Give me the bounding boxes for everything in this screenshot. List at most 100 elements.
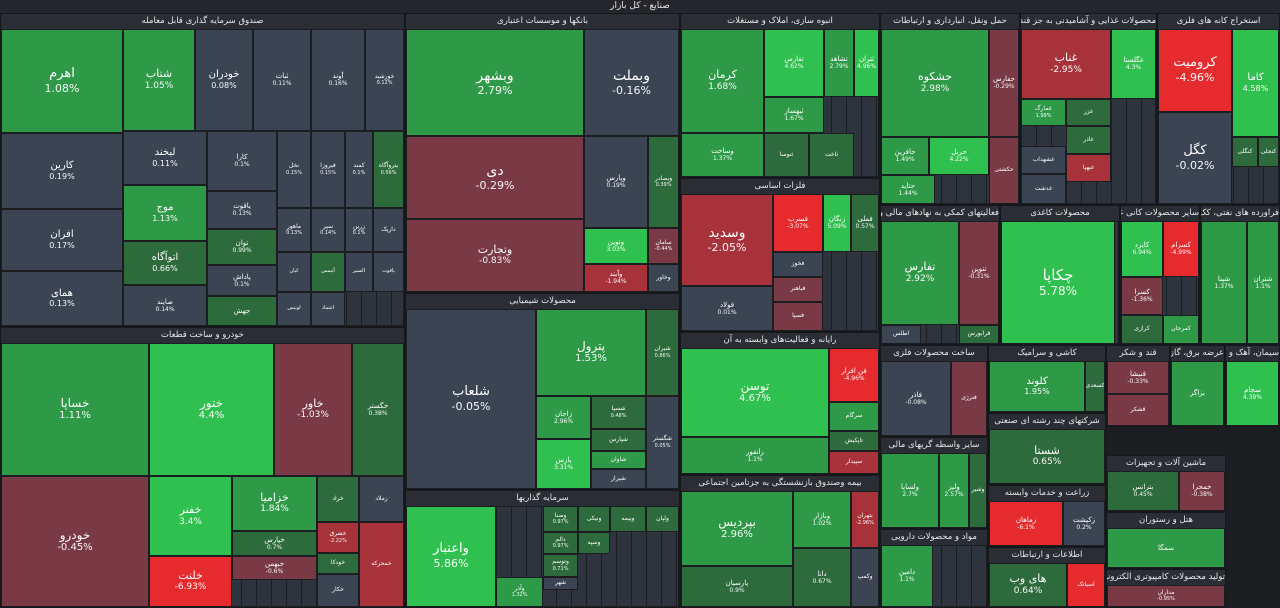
symbol-tile[interactable]: زاجان 2.96% xyxy=(536,396,591,439)
symbol-tile[interactable]: توان 0.99% xyxy=(207,229,277,265)
symbol-tile[interactable]: شستا 0.65% xyxy=(989,429,1105,484)
symbol-tile[interactable]: لبخند 0.11% xyxy=(123,131,207,185)
symbol-tile[interactable]: اعتماد xyxy=(311,292,345,326)
symbol-tile[interactable]: اکسیر xyxy=(345,252,373,292)
sector-title[interactable]: محصولات شیمیایی xyxy=(406,294,679,309)
symbol-tile[interactable]: تفارس 4.62% xyxy=(764,29,824,97)
symbol-tile[interactable]: فرابورس xyxy=(959,325,999,344)
symbol-tile[interactable]: شسپا 0.48% xyxy=(591,396,646,429)
symbol-tile[interactable]: صایند 0.14% xyxy=(123,285,207,326)
symbol-tile[interactable]: سمگا xyxy=(1107,528,1225,568)
symbol-tile[interactable]: ثبات 0.11% xyxy=(253,29,311,131)
symbol-tile[interactable]: کمند 0.1% xyxy=(345,131,373,208)
symbol-tile[interactable]: تاپکیش xyxy=(829,431,879,451)
symbol-tile[interactable]: سرگام xyxy=(829,402,879,431)
symbol-tile[interactable]: وبازار 1.02% xyxy=(793,491,851,548)
symbol-tile[interactable]: زماهان -6.1% xyxy=(989,501,1063,546)
symbol-tile[interactable]: فن افزار -4.96% xyxy=(829,348,879,402)
symbol-tile[interactable]: خگستر 0.38% xyxy=(352,343,404,476)
symbol-tile[interactable]: زرین 0.1% xyxy=(345,208,373,252)
symbol-tile[interactable]: خاور -1.03% xyxy=(274,343,352,476)
symbol-tile[interactable]: قنیشا -0.33% xyxy=(1107,361,1169,394)
symbol-tile[interactable]: کسرام -4.99% xyxy=(1163,221,1199,277)
symbol-tile[interactable]: وخاور xyxy=(648,264,679,292)
symbol-tile[interactable]: ثبهساز 1.67% xyxy=(764,97,824,133)
symbol-tile[interactable]: غاذر xyxy=(1066,126,1111,154)
symbol-tile[interactable]: شاوان xyxy=(591,451,646,469)
sector-title[interactable]: حمل ونقل، انبارداری و ارتباطات xyxy=(881,14,1019,29)
symbol-tile[interactable]: اسیاتک xyxy=(1067,563,1105,607)
symbol-tile[interactable]: شتران 1.1% xyxy=(1247,221,1279,344)
symbol-tile[interactable]: خفنر 3.4% xyxy=(149,476,232,556)
symbol-tile[interactable]: خودرو -0.45% xyxy=(1,476,149,607)
symbol-tile[interactable]: بزاگر xyxy=(1171,361,1224,426)
symbol-tile[interactable]: فخوز xyxy=(773,252,823,277)
symbol-tile[interactable]: کگل -0.02% xyxy=(1158,112,1232,204)
symbol-tile[interactable]: چکاپا 5.78% xyxy=(1001,221,1115,344)
symbol-tile[interactable]: فاذر -0.08% xyxy=(881,361,951,436)
symbol-tile[interactable]: پارسیان 0.9% xyxy=(681,566,793,607)
symbol-tile[interactable]: غشهداب xyxy=(1021,146,1066,174)
symbol-tile[interactable]: ونوین 3.03% xyxy=(584,228,648,264)
symbol-tile[interactable]: ختور 4.4% xyxy=(149,343,274,476)
sector-title[interactable]: بیمه وصندوق بازنشستگی به جزتامین اجتماعی xyxy=(681,476,879,491)
symbol-tile[interactable]: ثاخت xyxy=(809,133,854,177)
symbol-tile[interactable]: فسرب -3.07% xyxy=(773,194,823,252)
symbol-tile[interactable]: نخل 0.15% xyxy=(277,131,311,208)
sector-title[interactable]: فلزات اساسی xyxy=(681,179,879,194)
symbol-tile[interactable]: وتوسم 0.71% xyxy=(543,554,578,577)
symbol-tile[interactable]: وسدید -2.05% xyxy=(681,194,773,286)
symbol-tile[interactable]: خشرق -2.22% xyxy=(317,522,359,553)
symbol-tile[interactable]: شپارس xyxy=(591,429,646,451)
sector-title[interactable]: سیمان، آهک و گچ xyxy=(1226,346,1279,361)
symbol-tile[interactable]: آوند 0.16% xyxy=(311,29,365,131)
symbol-tile[interactable]: وکمپ xyxy=(851,548,879,607)
symbol-tile[interactable]: وآیند -1.94% xyxy=(584,264,648,292)
symbol-tile[interactable]: غگلستا 4.3% xyxy=(1111,29,1156,99)
symbol-tile[interactable]: داریک xyxy=(373,208,404,252)
symbol-tile[interactable]: وصنا 0.97% xyxy=(543,506,578,532)
symbol-tile[interactable]: خساپا 1.11% xyxy=(1,343,149,476)
symbol-tile[interactable]: سپیدار xyxy=(829,451,879,474)
symbol-tile[interactable]: شلعاب -0.05% xyxy=(406,309,536,489)
symbol-tile[interactable]: حکشتی xyxy=(989,137,1019,204)
symbol-tile[interactable]: افران 0.17% xyxy=(1,209,123,271)
symbol-tile[interactable]: فملی 0.57% xyxy=(851,194,879,252)
symbol-tile[interactable]: همای 0.13% xyxy=(1,271,123,326)
symbol-tile[interactable]: کسرا -1.36% xyxy=(1121,277,1163,315)
symbol-tile[interactable]: کاما 4.58% xyxy=(1232,29,1279,137)
sector-title[interactable]: شرکتهای چند رشته ای صنعتی xyxy=(989,414,1105,429)
symbol-tile[interactable]: دالم 0.97% xyxy=(543,532,578,554)
symbol-tile[interactable]: شهر xyxy=(543,577,578,590)
symbol-tile[interactable]: خمحرا -0.38% xyxy=(1179,471,1225,511)
symbol-tile[interactable]: وسپه xyxy=(578,532,610,554)
symbol-tile[interactable]: ماهور 0.13% xyxy=(277,208,311,252)
symbol-tile[interactable]: لوتیس xyxy=(277,292,311,326)
sector-title[interactable]: خودرو و ساخت قطعات xyxy=(1,328,404,343)
symbol-tile[interactable]: اطلس xyxy=(881,325,921,344)
symbol-tile[interactable]: خپارس 0.7% xyxy=(232,531,317,556)
sector-title[interactable]: هتل و رستوران xyxy=(1107,513,1225,528)
symbol-tile[interactable]: کمرجان xyxy=(1163,315,1199,344)
symbol-tile[interactable]: تفارس 2.92% xyxy=(881,221,959,325)
sector-title[interactable]: فعالیتهای کمکی به نهادهای مالی واسط xyxy=(881,206,999,221)
symbol-tile[interactable]: بترانس 0.45% xyxy=(1107,471,1179,511)
symbol-tile[interactable]: دامین 1.1% xyxy=(881,545,933,607)
symbol-tile[interactable]: تتوین -0.31% xyxy=(959,221,999,325)
symbol-tile[interactable]: شپنا 1.37% xyxy=(1201,221,1247,344)
symbol-tile[interactable]: کرمان 1.68% xyxy=(681,29,764,133)
symbol-tile[interactable]: شیراز xyxy=(591,469,646,489)
symbol-tile[interactable]: غمارگ 1.99% xyxy=(1021,99,1066,126)
symbol-tile[interactable]: وبشهر 2.79% xyxy=(406,29,584,136)
symbol-tile[interactable]: خمحرکه xyxy=(359,522,404,607)
sector-title[interactable]: زراعت و خدمات وابسته xyxy=(989,486,1105,501)
symbol-tile[interactable]: کارا 0.1% xyxy=(207,131,277,191)
sector-title[interactable]: محصولات کاغذی xyxy=(1001,206,1119,221)
symbol-tile[interactable]: مداران -0.95% xyxy=(1107,585,1225,607)
sector-title[interactable]: عرضه برق، گاز، بخاروآب گرم xyxy=(1171,346,1224,361)
symbol-tile[interactable]: خودران 0.08% xyxy=(195,29,253,131)
symbol-tile[interactable]: خبهمن -0.6% xyxy=(232,556,317,580)
symbol-tile[interactable]: کرومیت -4.96% xyxy=(1158,29,1232,112)
sector-title[interactable]: ماشین آلات و تجهیزات xyxy=(1107,456,1225,471)
symbol-tile[interactable]: پتروآگاه 0.56% xyxy=(373,131,404,208)
